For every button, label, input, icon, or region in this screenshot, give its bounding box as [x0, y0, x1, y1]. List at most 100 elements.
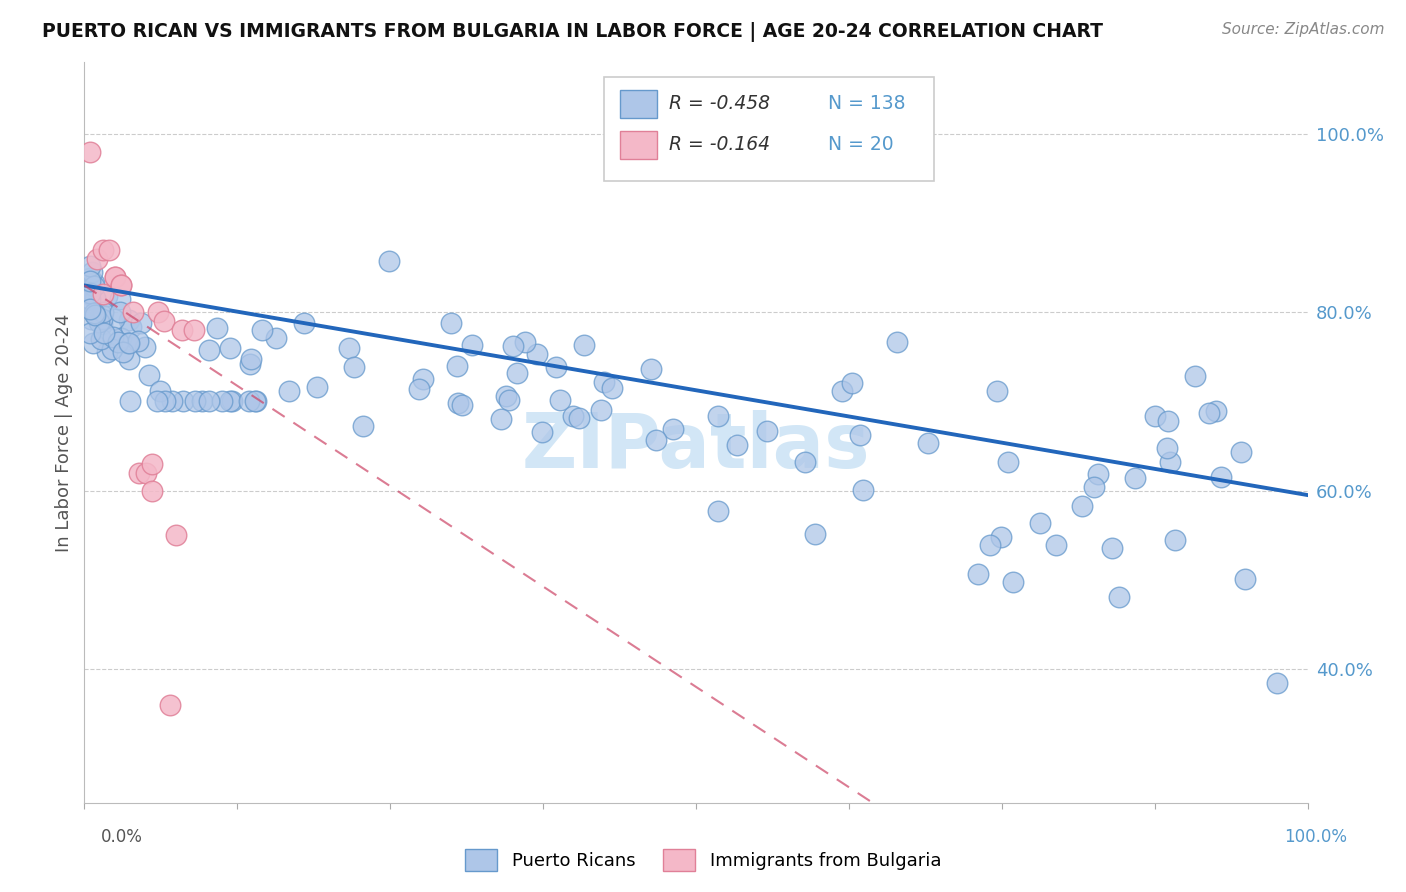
- Point: [153, 314, 176, 328]
- Point: [138, 368, 160, 383]
- Point: [91, 311, 114, 326]
- Point: [172, 394, 194, 409]
- Point: [183, 323, 205, 337]
- Point: [1144, 409, 1167, 423]
- Point: [110, 278, 132, 293]
- Point: [1101, 541, 1123, 555]
- Point: [110, 305, 132, 319]
- Point: [120, 394, 142, 409]
- Point: [198, 394, 221, 409]
- Point: [979, 538, 1001, 552]
- Text: 0.0%: 0.0%: [101, 828, 143, 846]
- Point: [239, 351, 262, 366]
- Point: [79, 326, 101, 340]
- Point: [87, 315, 110, 329]
- Point: [252, 323, 274, 337]
- Point: [794, 455, 817, 469]
- Text: R = -0.164: R = -0.164: [669, 135, 770, 154]
- Point: [103, 311, 125, 326]
- Point: [1045, 538, 1067, 552]
- Point: [104, 269, 127, 284]
- Point: [79, 145, 101, 159]
- Point: [662, 422, 685, 436]
- Point: [117, 336, 139, 351]
- Point: [546, 359, 568, 374]
- FancyBboxPatch shape: [605, 78, 935, 181]
- Point: [96, 289, 118, 303]
- Point: [86, 252, 108, 266]
- Point: [146, 305, 169, 319]
- Point: [91, 305, 114, 319]
- Point: [93, 326, 115, 341]
- Point: [79, 292, 101, 306]
- Point: [108, 292, 131, 306]
- Point: [531, 425, 554, 439]
- Point: [127, 334, 149, 348]
- Point: [352, 419, 374, 434]
- Point: [96, 345, 118, 359]
- Point: [118, 336, 141, 351]
- Point: [129, 316, 152, 330]
- Point: [1087, 467, 1109, 481]
- Point: [91, 243, 114, 257]
- Point: [79, 301, 101, 316]
- Point: [343, 359, 366, 374]
- Point: [562, 409, 585, 424]
- Point: [82, 289, 104, 303]
- Point: [82, 335, 104, 350]
- Point: [967, 566, 990, 581]
- Point: [644, 434, 666, 448]
- Point: [83, 277, 105, 291]
- Point: [990, 530, 1012, 544]
- Text: Source: ZipAtlas.com: Source: ZipAtlas.com: [1222, 22, 1385, 37]
- Point: [378, 254, 401, 268]
- Point: [79, 286, 101, 301]
- Point: [495, 389, 517, 403]
- Point: [218, 341, 240, 355]
- Point: [997, 455, 1019, 469]
- Point: [245, 394, 267, 409]
- Point: [568, 411, 591, 425]
- Text: 100.0%: 100.0%: [1284, 828, 1347, 846]
- Point: [886, 334, 908, 349]
- Point: [83, 305, 105, 319]
- Point: [112, 345, 135, 359]
- Point: [292, 316, 315, 330]
- Point: [1198, 406, 1220, 420]
- Point: [589, 403, 612, 417]
- Point: [446, 359, 468, 374]
- Point: [408, 383, 430, 397]
- Point: [264, 331, 287, 345]
- Point: [305, 380, 328, 394]
- Point: [439, 316, 461, 330]
- Point: [725, 438, 748, 452]
- Point: [707, 504, 730, 518]
- Point: [489, 412, 512, 426]
- Point: [191, 394, 214, 409]
- Point: [803, 527, 825, 541]
- Point: [84, 307, 107, 321]
- Point: [1002, 574, 1025, 589]
- Point: [238, 394, 260, 409]
- Point: [79, 259, 101, 273]
- Point: [756, 424, 779, 438]
- Point: [502, 339, 524, 353]
- Point: [986, 384, 1008, 398]
- Point: [165, 528, 187, 542]
- Point: [849, 428, 872, 442]
- Point: [80, 265, 103, 279]
- Point: [1184, 369, 1206, 384]
- Point: [104, 269, 127, 284]
- Text: PUERTO RICAN VS IMMIGRANTS FROM BULGARIA IN LABOR FORCE | AGE 20-24 CORRELATION : PUERTO RICAN VS IMMIGRANTS FROM BULGARIA…: [42, 22, 1104, 42]
- Point: [1164, 533, 1187, 548]
- Point: [851, 483, 873, 497]
- Point: [83, 291, 105, 305]
- Point: [412, 372, 434, 386]
- Point: [118, 312, 141, 326]
- Point: [155, 394, 177, 409]
- Point: [205, 320, 228, 334]
- Point: [218, 394, 240, 409]
- Point: [1028, 516, 1050, 530]
- Point: [1234, 573, 1257, 587]
- Point: [107, 335, 129, 350]
